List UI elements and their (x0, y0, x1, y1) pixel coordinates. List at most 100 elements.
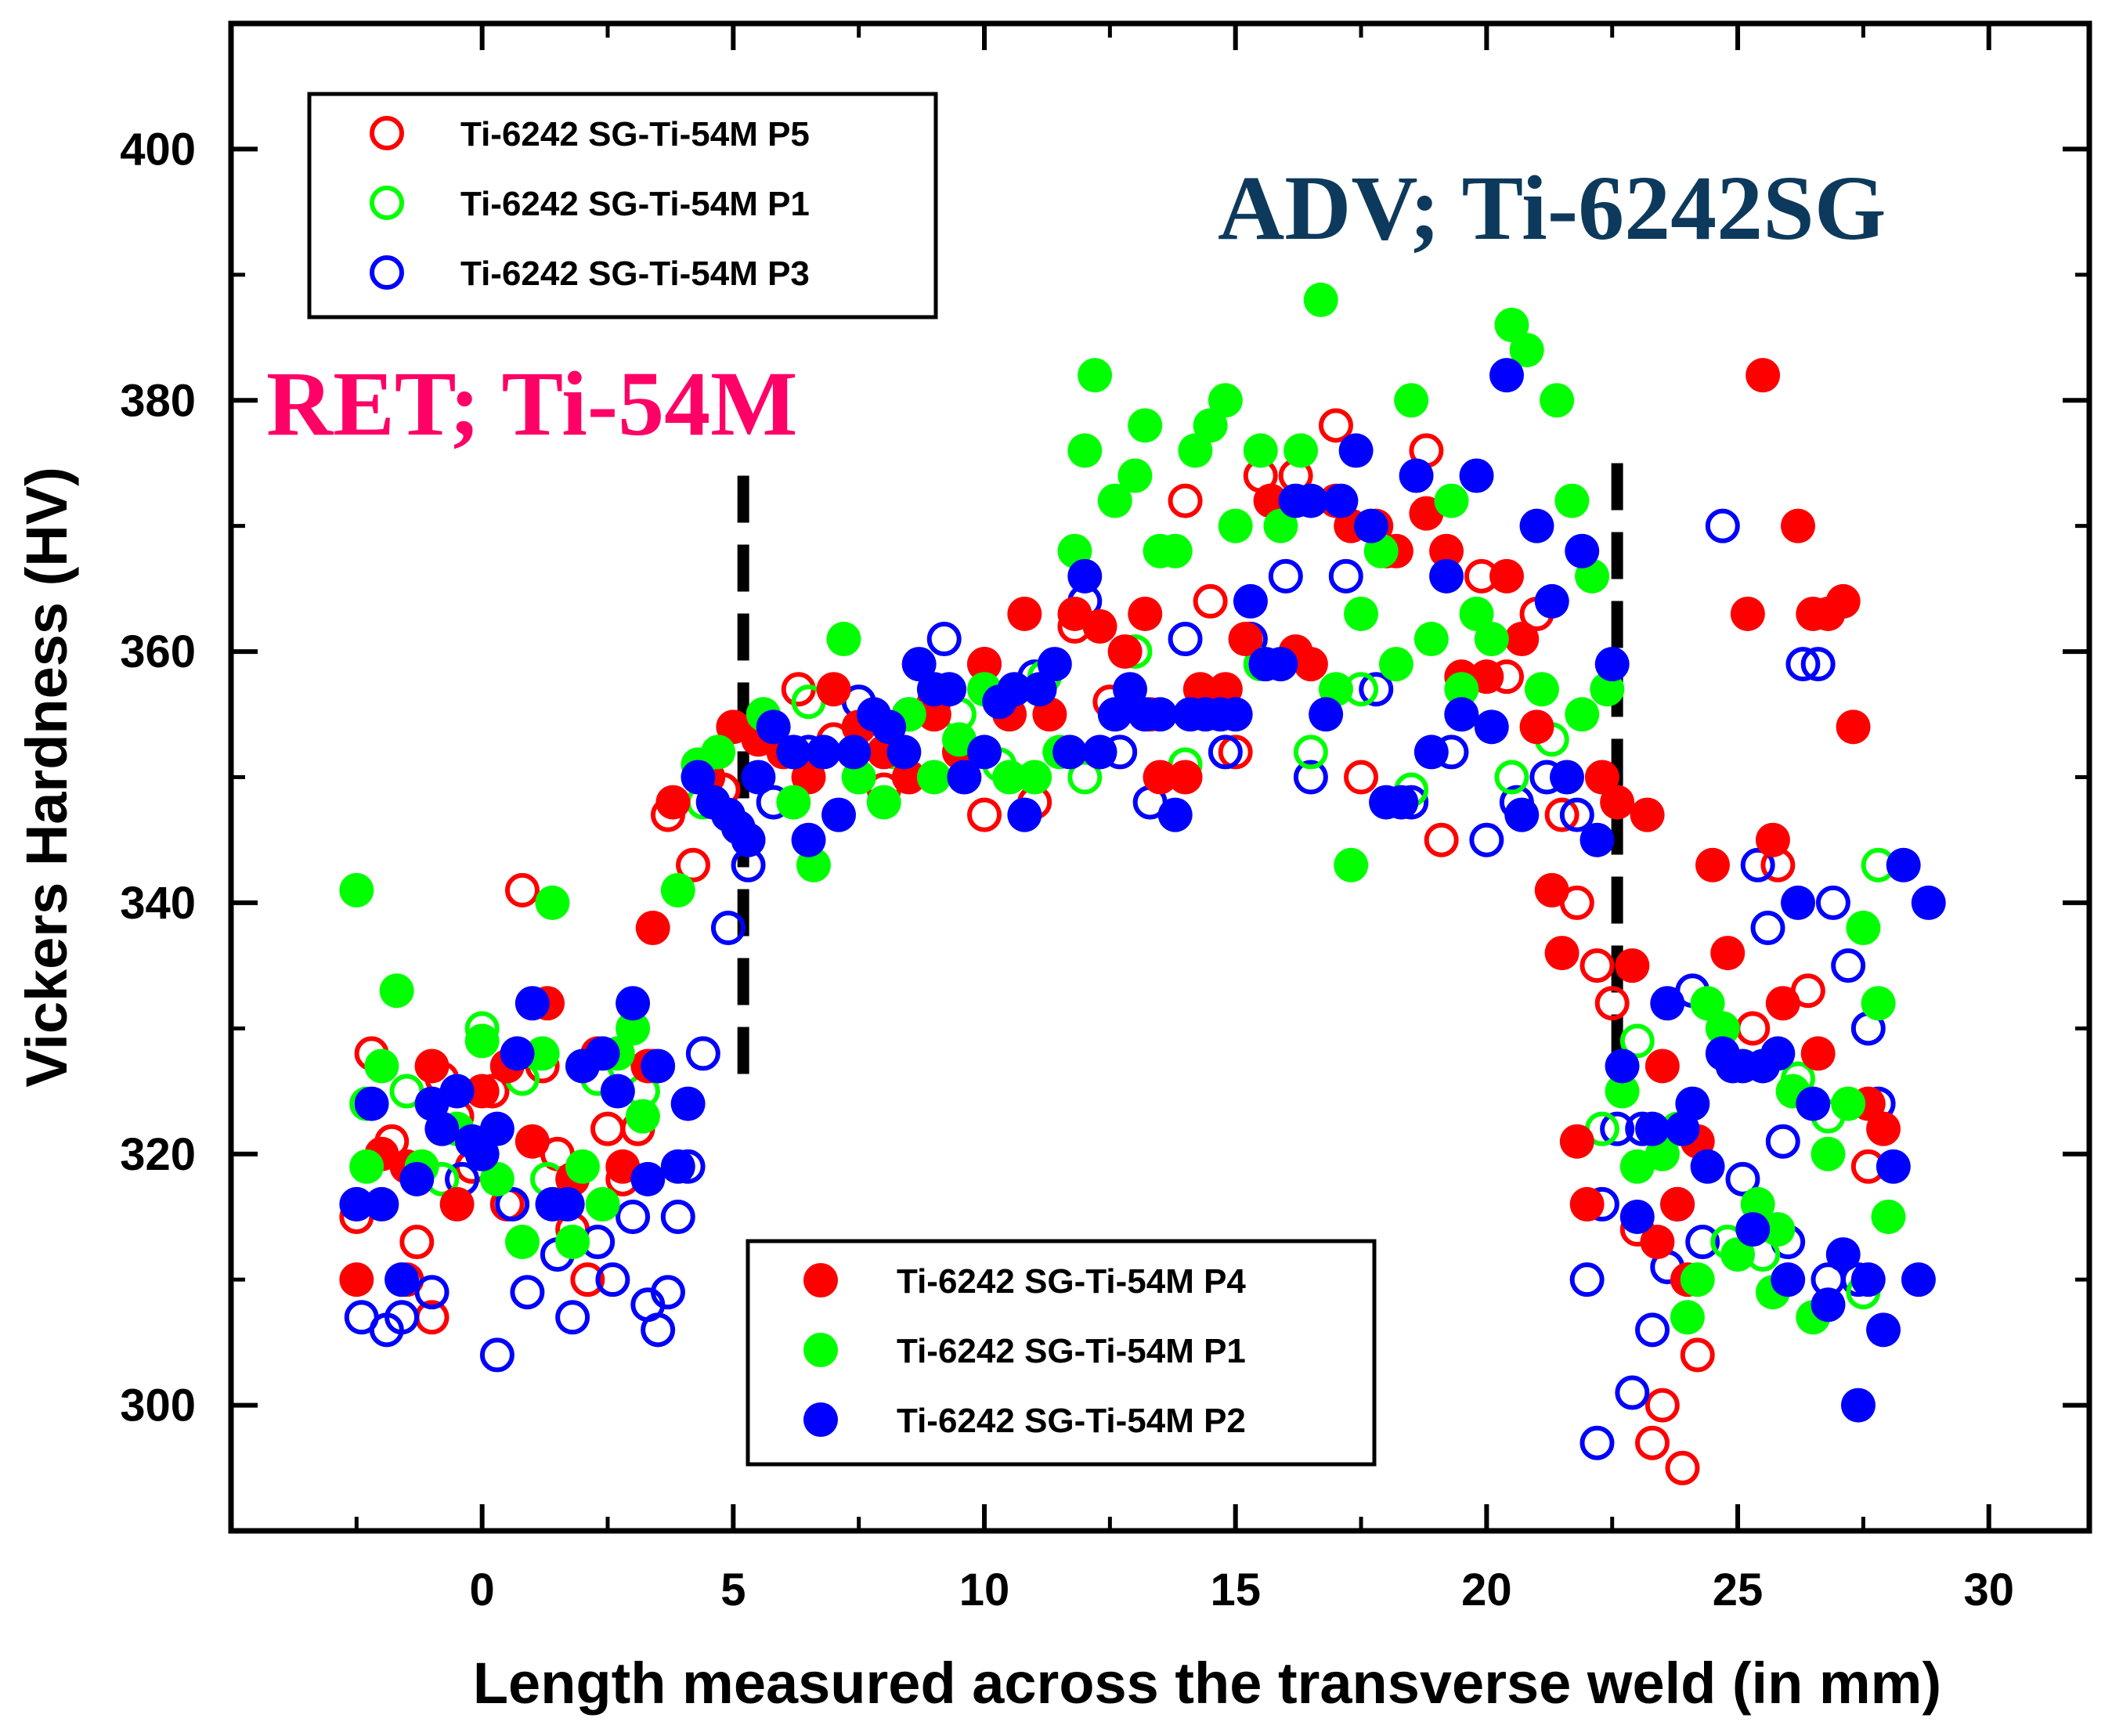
data-point-filled (1344, 596, 1379, 631)
data-point-filled (1444, 672, 1479, 707)
data-point-filled (635, 911, 670, 945)
data-point-filled (1489, 558, 1525, 594)
data-point-filled (1017, 760, 1052, 795)
data-point-open (1544, 797, 1579, 832)
data-point-filled (1565, 533, 1600, 568)
data-point-open (926, 622, 962, 657)
data-point-open (1644, 1388, 1680, 1423)
data-point-filled (826, 622, 861, 657)
data-point-filled (550, 1186, 585, 1222)
data-point-filled (1519, 709, 1554, 745)
data-point-filled (1660, 1186, 1695, 1222)
data-point-filled (1218, 508, 1253, 543)
annotation-ret: RET; Ti-54M (266, 352, 798, 455)
data-point-open (685, 1036, 720, 1071)
data-point-filled (630, 1161, 666, 1196)
data-point-filled (992, 760, 1027, 795)
data-point-filled (1781, 885, 1816, 920)
data-point-filled (439, 1074, 475, 1109)
data-point-filled (1635, 1111, 1670, 1146)
data-point-filled (339, 872, 374, 908)
x-tick-label: 30 (1963, 1565, 2014, 1615)
data-point-filled (1097, 697, 1132, 732)
data-point-filled (1644, 1048, 1680, 1084)
data-point-filled (1434, 483, 1469, 518)
data-point-filled (1544, 936, 1579, 971)
data-point-filled (1876, 1149, 1911, 1184)
legends: Ti-6242 SG-Ti-54M P5 Ti-6242 SG-Ti-54M P1… (307, 92, 1377, 1467)
data-point-open (1600, 1111, 1635, 1146)
data-point-filled (1836, 709, 1871, 745)
data-point-filled (1128, 408, 1163, 443)
data-point-open (1579, 948, 1615, 983)
data-point-filled (349, 1149, 384, 1184)
data-point-filled (600, 1074, 635, 1109)
data-point-filled (1675, 1086, 1710, 1121)
data-point-filled (1489, 358, 1525, 393)
data-point-filled (816, 672, 851, 707)
x-axis-title: Length measured across the transverse we… (473, 1651, 1941, 1716)
data-point-filled (1309, 697, 1344, 732)
data-point-filled (1901, 1262, 1936, 1297)
x-tick-label: 10 (959, 1565, 1010, 1615)
legend-entry-label: Ti-6242 SG-Ti-54M P1 (897, 1332, 1246, 1370)
annotation-adv: ADV; Ti-6242SG (1218, 157, 1886, 259)
data-point-filled (681, 760, 716, 795)
data-point-filled (1534, 583, 1569, 619)
data-point-filled (1831, 1086, 1866, 1121)
data-point-filled (1323, 483, 1359, 518)
data-point-filled (1293, 483, 1328, 518)
data-point-open (1268, 558, 1303, 594)
data-point-open (1635, 1312, 1670, 1348)
data-point-filled (364, 1048, 399, 1084)
data-point-open (570, 1262, 605, 1297)
data-point-filled (364, 1186, 399, 1222)
data-point-filled (1263, 647, 1298, 682)
data-point-filled (1605, 1048, 1640, 1084)
data-point-filled (1178, 433, 1213, 468)
data-point-filled (399, 1161, 435, 1196)
data-point-filled (932, 672, 967, 707)
data-point-open (1579, 1425, 1615, 1460)
data-point-filled (1459, 458, 1494, 493)
data-point-filled (1338, 433, 1374, 468)
data-point-filled (641, 1048, 676, 1084)
data-point-filled (1811, 1136, 1846, 1171)
data-point-open (1735, 1011, 1771, 1046)
legend-entry-label: Ti-6242 SG-Ti-54M P5 (460, 115, 810, 153)
data-point-filled (500, 1036, 535, 1071)
data-point-filled (1504, 797, 1540, 832)
data-point-filled (1143, 697, 1178, 732)
data-point-filled (479, 1111, 514, 1146)
data-point-filled (1168, 760, 1203, 795)
data-point-open (1594, 986, 1630, 1021)
legend-marker-filled (803, 1402, 838, 1437)
data-point-filled (1559, 1124, 1594, 1159)
data-point-open (641, 1312, 676, 1348)
data-point-open (510, 1275, 545, 1310)
data-point-filled (1067, 433, 1103, 468)
data-point-open (555, 1300, 590, 1335)
data-point-filled (1861, 986, 1896, 1021)
data-point-filled (1334, 847, 1369, 882)
data-point-filled (339, 1262, 374, 1297)
data-point-open (1705, 508, 1740, 543)
data-point-filled (1384, 785, 1419, 820)
legend-marker-filled (803, 1333, 838, 1367)
data-point-open (590, 1111, 626, 1146)
y-axis-title: Vickers Hardness (HV) (14, 467, 79, 1087)
data-point-open (1168, 622, 1203, 657)
data-point-filled (379, 973, 414, 1009)
data-point-filled (1690, 1149, 1725, 1184)
data-point-open (1359, 672, 1394, 707)
data-point-filled (1078, 358, 1113, 393)
data-point-open (504, 872, 540, 908)
data-point-filled (1228, 622, 1263, 657)
data-point-open (495, 1186, 530, 1222)
data-point-open (1293, 760, 1328, 795)
data-point-filled (1504, 622, 1540, 657)
data-point-filled (1850, 1262, 1886, 1297)
data-point-filled (1755, 822, 1790, 857)
data-point-filled (339, 1186, 374, 1222)
data-point-filled (1117, 458, 1153, 493)
